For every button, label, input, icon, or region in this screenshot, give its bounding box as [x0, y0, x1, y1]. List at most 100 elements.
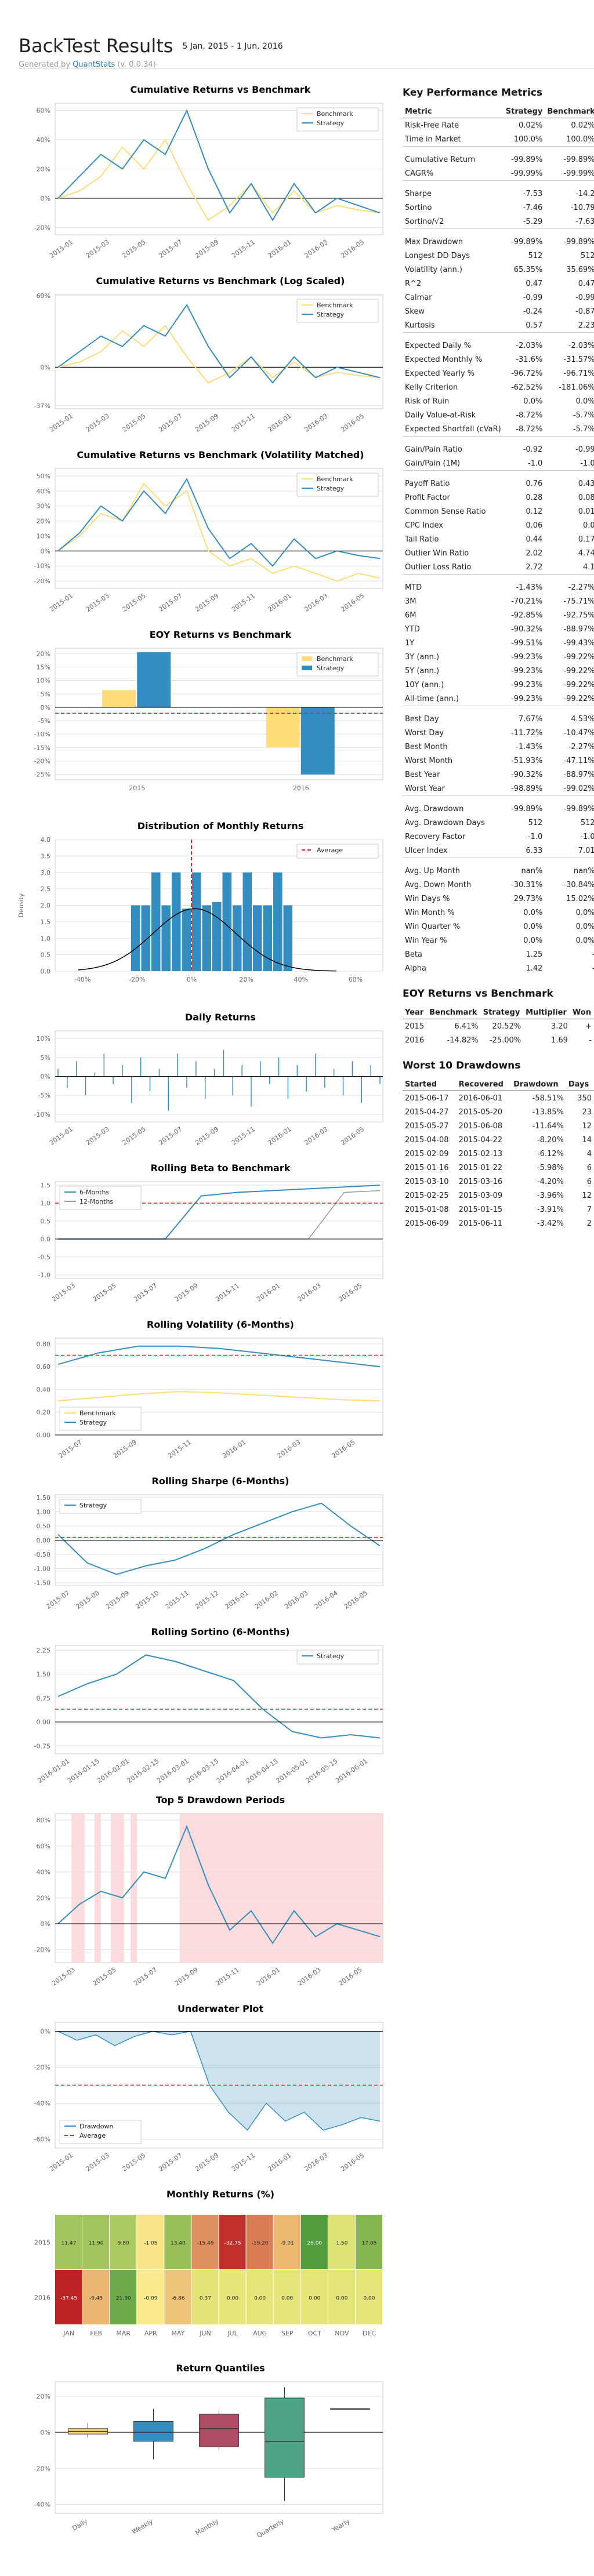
benchmark-line	[57, 1391, 381, 1402]
top5-chart: Top 5 Drawdown Periods -20% 0% 20% 40% 60% 80%…	[34, 1794, 383, 1988]
drawdown-cell: 12	[582, 1121, 592, 1131]
drawdown-area	[58, 2031, 380, 2130]
x-tick-label: 2015-09	[173, 1966, 200, 1988]
x-tick-label: Yearly	[330, 2517, 351, 2534]
metric-row: Kelly Criterion -62.52% -181.06%	[403, 380, 594, 394]
x-tick-label: 2015-11	[230, 592, 256, 613]
metric-strategy-value: -1.43%	[516, 742, 543, 751]
sortino-chart: Rolling Sortino (6-Months) -0.75 0.00 0.75 1…	[34, 1626, 383, 1785]
metric-row: Payoff Ratio 0.76 0.43	[403, 477, 594, 491]
chart-title: Rolling Volatility (6-Months)	[147, 1319, 294, 1330]
metric-row: Time in Market 100.0% 100.0%	[403, 132, 594, 147]
x-tick-label: 2015-09	[194, 592, 220, 613]
y-tick-label: 0%	[41, 2028, 50, 2036]
separator-cell	[403, 858, 594, 864]
x-tick-label: 2015-08	[75, 1589, 101, 1611]
x-tick-label: 2016-01	[267, 412, 293, 434]
metric-strategy-value: -8.72%	[516, 410, 543, 420]
header-divider	[19, 68, 594, 69]
drawdown-period-shade	[130, 1814, 137, 1963]
metric-name: 6M	[405, 611, 416, 620]
metric-benchmark-value: -0.99	[575, 293, 594, 302]
metric-name: Worst Day	[405, 728, 444, 737]
metric-strategy-value: 100.0%	[513, 135, 543, 144]
x-tick-label: 2016-03	[303, 592, 329, 613]
x-tick-label: 2016-03	[283, 1589, 309, 1611]
drawdown-cell: 2015-02-13	[458, 1149, 503, 1158]
eoy-header-cell: Won	[570, 1007, 594, 1019]
strategy-line	[57, 1502, 381, 1575]
drawdown-cell: 23	[582, 1107, 592, 1117]
drawdown-period-shade	[71, 1814, 85, 1963]
x-tick-label: 2016-05	[339, 2152, 365, 2173]
drawdown-cell: 2	[586, 1219, 592, 1228]
metric-name: Calmar	[405, 293, 432, 302]
y-tick-label: 0%	[41, 364, 50, 371]
separator-cell	[403, 470, 594, 477]
metric-benchmark-value: 7.01	[578, 846, 594, 855]
y-tick-label: 40%	[37, 1869, 50, 1876]
drawdown-header-cell: Recovered	[456, 1078, 512, 1091]
metric-name: Best Month	[405, 742, 448, 751]
metric-benchmark-value: -99.22%	[563, 652, 594, 662]
heatmap-cell-label: -9.45	[89, 2296, 103, 2302]
x-tick-label: 2016	[293, 784, 309, 792]
chart-title: Underwater Plot	[178, 2003, 263, 2014]
drawdown-header-cell: Started	[403, 1078, 457, 1091]
metric-row: Gain/Pain (1M) -1.0 -1.0	[403, 456, 594, 471]
metric-row: Win Year % 0.0% 0.0%	[403, 933, 594, 947]
generated-suffix: (v. 0.0.34)	[115, 60, 156, 69]
heatmap-col-label: APR	[144, 2330, 157, 2337]
histogram-bar	[222, 872, 231, 971]
x-tick-label: 2016-05	[337, 1282, 363, 1303]
y-tick-label: 0%	[41, 704, 50, 711]
strategy-line	[57, 1345, 381, 1368]
x-tick-label: 2016-01	[267, 238, 293, 260]
metric-benchmark-value: -10.47%	[563, 728, 594, 737]
metric-row: MTD -1.43% -2.27%	[403, 580, 594, 594]
metric-row: 6M -92.85% -92.75%	[403, 608, 594, 622]
x-tick-label: 2016-01	[267, 2152, 293, 2173]
metric-row: Outlier Win Ratio 2.02 4.74	[403, 546, 594, 560]
report-period: 5 Jan, 2015 - 1 Jun, 2016	[182, 42, 283, 51]
drawdown-cell: 2015-04-08	[405, 1135, 449, 1145]
histogram-bar	[151, 872, 161, 971]
y-tick-label: 3.5	[41, 852, 51, 860]
y-tick-label: -20%	[34, 2064, 50, 2072]
quantile-box	[265, 2397, 305, 2478]
metric-benchmark-value: 0.0%	[575, 922, 594, 931]
x-tick-label: 2015-11	[230, 238, 256, 260]
strategy-line	[57, 109, 381, 221]
y-tick-label: 1.5	[41, 1182, 51, 1189]
y-tick-label: -20%	[34, 1946, 50, 1954]
y-tick-label: -5%	[38, 717, 50, 725]
metric-row: Expected Daily % -2.03% -2.03%	[403, 339, 594, 353]
metric-benchmark-value: -99.22%	[563, 680, 594, 689]
metric-benchmark-value: -31.57%	[563, 355, 594, 364]
x-tick-label: 2015-05	[121, 1125, 147, 1147]
heatmap-cell	[300, 2270, 328, 2324]
heatmap-cell	[219, 2215, 246, 2269]
drawdown-cell: -3.96%	[537, 1191, 564, 1200]
x-tick-label: 2015-07	[132, 1282, 158, 1303]
heatmap-cell	[82, 2270, 110, 2324]
x-tick-label: 2016-05	[331, 1438, 357, 1460]
heatmap-row-label: 2015	[34, 2239, 50, 2247]
report-header: BackTest Results 5 Jan, 2015 - 1 Jun, 201…	[19, 35, 575, 70]
metric-benchmark-value: 2.23	[578, 321, 594, 330]
heatmap-cell	[110, 2270, 137, 2324]
metric-strategy-value: -90.32%	[511, 624, 543, 634]
x-tick-label: 2015-09	[104, 1589, 131, 1611]
drawdown-cell: 2015-01-15	[458, 1205, 503, 1214]
metric-strategy-value: nan%	[521, 866, 543, 875]
metric-row: Win Month % 0.0% 0.0%	[403, 906, 594, 920]
quantstats-link[interactable]: QuantStats	[73, 60, 115, 69]
drawdown-cell: 14	[582, 1135, 592, 1145]
metric-benchmark-value: -99.89%	[563, 155, 594, 164]
x-tick-label: 2016-05	[339, 238, 365, 260]
metric-row: Max Drawdown -99.89% -99.89%	[403, 235, 594, 249]
x-tick-label: 2015-03	[85, 412, 111, 434]
x-tick-label: 2016-02-01	[96, 1757, 131, 1785]
metric-strategy-value: -8.72%	[516, 424, 543, 434]
chart-title: Monthly Returns (%)	[166, 2189, 274, 2200]
